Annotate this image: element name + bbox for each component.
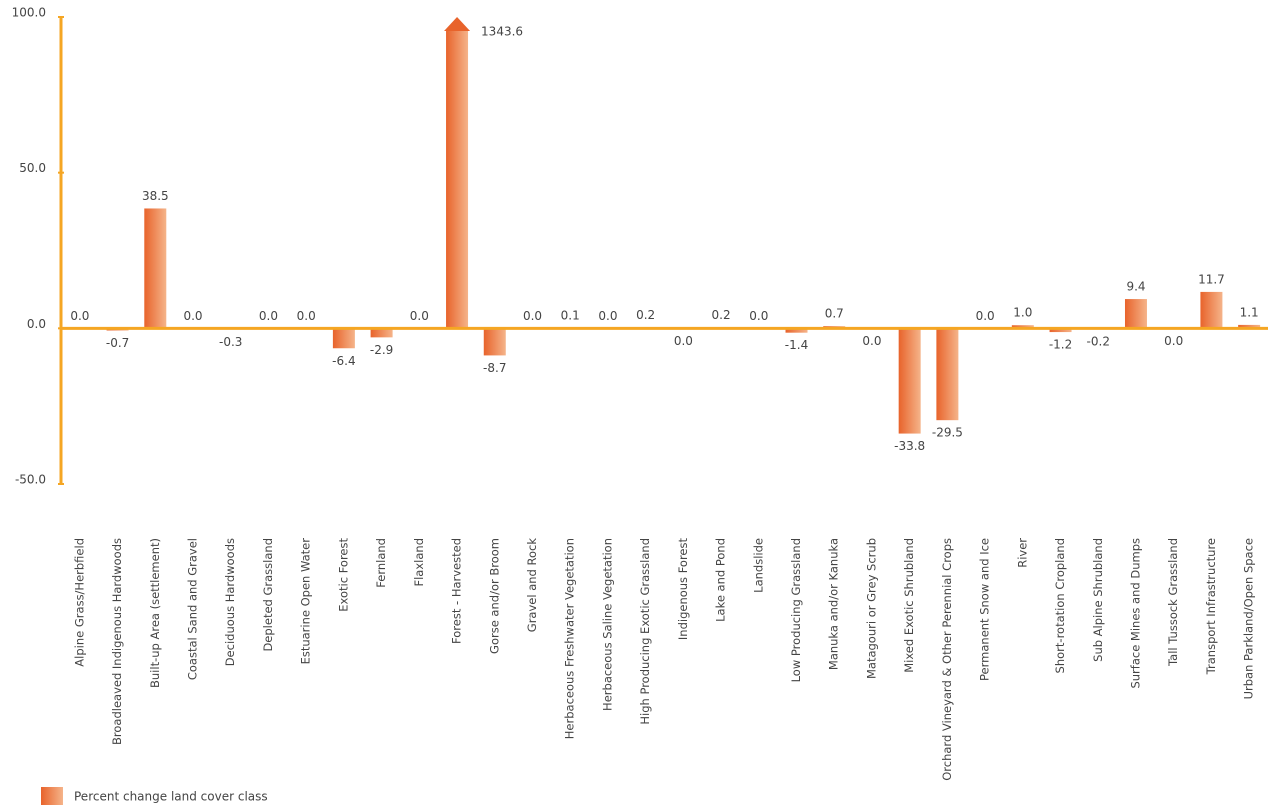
x-tick-label: Broadleaved Indigenous Hardwoods — [110, 538, 124, 745]
value-label: 1343.6 — [481, 25, 523, 39]
x-tick-label: Built-up Area (settlement) — [148, 538, 162, 688]
x-tick-label: Surface Mines and Dumps — [1128, 538, 1142, 689]
legend-swatch — [41, 787, 63, 805]
value-label: -1.4 — [785, 338, 808, 352]
bar — [1011, 325, 1034, 329]
bar — [332, 328, 355, 349]
value-label: 0.0 — [749, 309, 768, 323]
bar — [936, 328, 959, 421]
x-tick-label: Manuka and/or Kanuka — [827, 538, 841, 670]
x-tick-label: Landslide — [751, 538, 765, 593]
x-tick-label: Exotic Forest — [336, 538, 350, 612]
x-tick-label: High Producing Exotic Grassland — [638, 538, 652, 725]
x-tick-label: Flaxland — [412, 538, 426, 587]
x-tick-label: Lake and Pond — [714, 538, 728, 622]
value-label: 0.1 — [561, 309, 580, 323]
y-tick-label: 100.0 — [12, 6, 46, 20]
bar — [370, 328, 393, 338]
x-tick-label: Sub Alpine Shrubland — [1091, 538, 1105, 662]
value-label: -8.7 — [483, 361, 506, 375]
x-tick-label: Tall Tussock Grassland — [1166, 538, 1180, 667]
value-label: -0.7 — [106, 336, 129, 350]
value-label: 0.0 — [410, 309, 429, 323]
x-tick-label: Gravel and Rock — [525, 538, 539, 633]
x-tick-label: Matagouri or Grey Scrub — [864, 538, 878, 679]
value-label: 38.5 — [142, 189, 169, 203]
value-label: -6.4 — [332, 354, 355, 368]
value-label: 0.0 — [297, 309, 316, 323]
value-label: -0.3 — [219, 335, 242, 349]
bar — [1200, 291, 1223, 329]
value-label: 1.1 — [1240, 305, 1259, 319]
x-tick-label: Alpine Grass/Herbfield — [72, 538, 86, 667]
x-tick-label: Forest - Harvested — [450, 538, 464, 644]
x-tick-label: Herbaceous Freshwater Vegetation — [563, 538, 577, 739]
x-tick-label: Depleted Grassland — [261, 538, 275, 652]
x-tick-label: Herbaceous Saline Vegetation — [600, 538, 614, 711]
y-tick-label: 0.0 — [27, 317, 46, 331]
value-label: -2.9 — [370, 343, 393, 357]
value-label: 0.7 — [825, 307, 844, 321]
value-label: -33.8 — [894, 439, 925, 453]
x-tick-label: Coastal Sand and Gravel — [186, 538, 200, 680]
x-tick-label: Urban Parkland/Open Space — [1242, 538, 1256, 699]
bars — [68, 30, 1261, 434]
bar — [898, 328, 921, 434]
x-tick-label: Fernland — [374, 538, 388, 588]
value-label: 0.0 — [862, 334, 881, 348]
value-label: 11.7 — [1198, 272, 1225, 286]
overflow-arrow — [444, 17, 471, 31]
bar — [144, 208, 167, 329]
value-label: 0.0 — [674, 334, 693, 348]
x-tick-label: River — [1015, 538, 1029, 568]
value-label: 0.0 — [70, 309, 89, 323]
x-tick-label: Orchard Vineyard & Other Perennial Crops — [940, 538, 954, 781]
value-label: -29.5 — [932, 426, 963, 440]
value-label: 0.2 — [712, 308, 731, 322]
x-tick-label: Indigenous Forest — [676, 538, 690, 641]
x-tick-label: Mixed Exotic Shrubland — [902, 538, 916, 673]
x-tick-label: Transport Infrastructure — [1204, 538, 1218, 675]
value-label: -0.2 — [1087, 334, 1110, 348]
value-label: 0.0 — [523, 309, 542, 323]
value-label: 0.0 — [183, 309, 202, 323]
x-tick-label: Permanent Snow and Ice — [978, 538, 992, 681]
value-label: 0.0 — [1164, 334, 1183, 348]
value-label: 0.2 — [636, 308, 655, 322]
value-label: 0.0 — [259, 309, 278, 323]
x-tick-label: Deciduous Hardwoods — [223, 538, 237, 666]
bar — [1124, 299, 1147, 329]
value-label: 0.0 — [976, 309, 995, 323]
value-label: 0.0 — [598, 309, 617, 323]
value-label: 9.4 — [1126, 280, 1145, 294]
x-tick-label: Low Producing Grassland — [789, 538, 803, 682]
x-tick-label: Short-rotation Cropland — [1053, 538, 1067, 673]
x-tick-label: Gorse and/or Broom — [487, 538, 501, 654]
bar — [446, 30, 469, 329]
y-tick-label: 50.0 — [19, 161, 46, 175]
x-tick-label: Estuarine Open Water — [299, 538, 313, 665]
value-label: 1.0 — [1013, 306, 1032, 320]
bar — [1049, 328, 1072, 333]
value-label: -1.2 — [1049, 338, 1072, 352]
y-tick-label: -50.0 — [15, 473, 46, 487]
bar — [483, 328, 506, 356]
bar — [1238, 324, 1261, 329]
legend-label: Percent change land cover class — [74, 790, 268, 804]
bar — [785, 328, 808, 333]
